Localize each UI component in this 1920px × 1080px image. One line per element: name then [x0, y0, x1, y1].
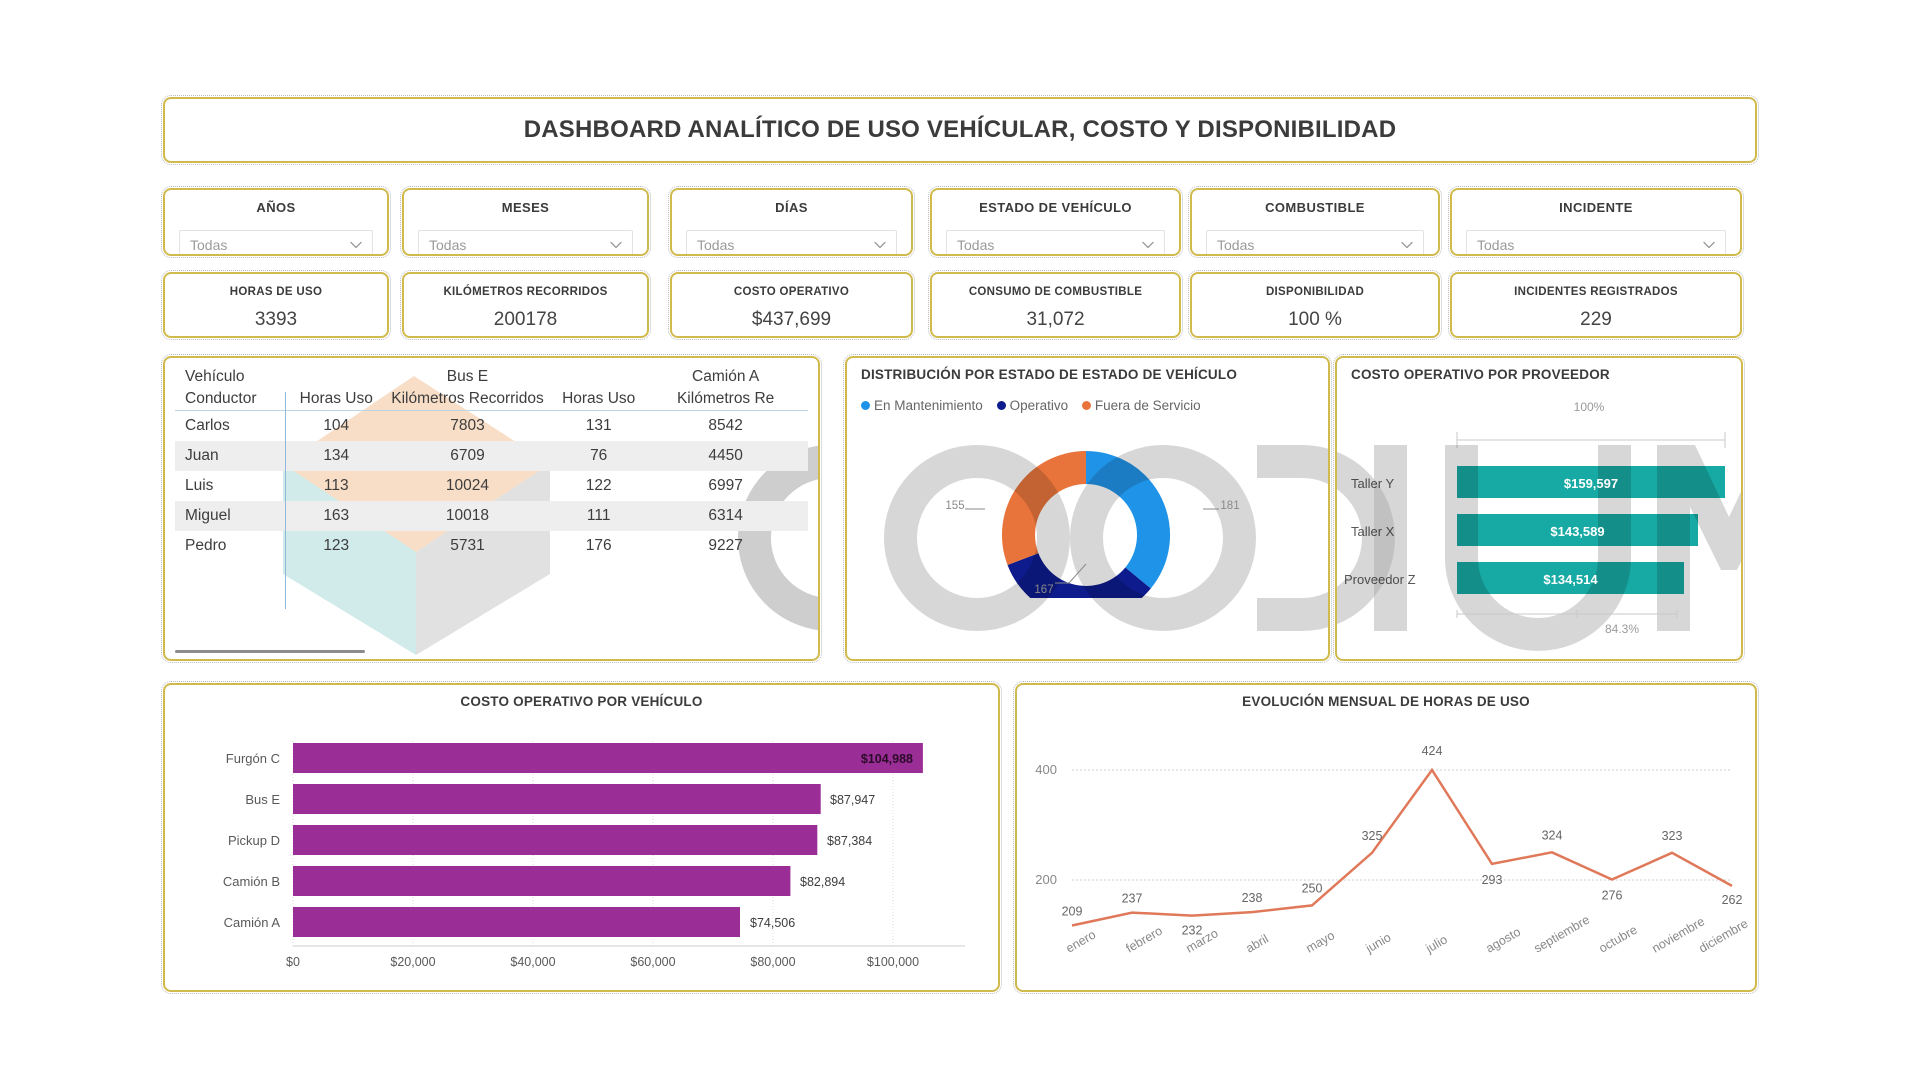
svg-text:Furgón C: Furgón C — [226, 751, 280, 766]
svg-text:Camión B: Camión B — [223, 874, 280, 889]
svg-text:276: 276 — [1602, 889, 1623, 903]
svg-text:$87,947: $87,947 — [830, 793, 875, 807]
svg-text:junio: junio — [1363, 930, 1394, 956]
svg-text:$0: $0 — [286, 955, 300, 969]
svg-text:Camión A: Camión A — [224, 915, 281, 930]
svg-text:septiembre: septiembre — [1532, 913, 1593, 956]
svg-text:$40,000: $40,000 — [510, 955, 555, 969]
svg-text:noviembre: noviembre — [1650, 914, 1708, 955]
svg-text:agosto: agosto — [1484, 925, 1524, 956]
svg-text:$104,988: $104,988 — [861, 752, 913, 766]
svg-text:$82,894: $82,894 — [800, 875, 845, 889]
svg-text:mayo: mayo — [1304, 928, 1338, 955]
svg-text:febrero: febrero — [1124, 924, 1165, 956]
svg-text:325: 325 — [1362, 829, 1383, 843]
svg-text:$20,000: $20,000 — [390, 955, 435, 969]
svg-text:enero: enero — [1064, 927, 1099, 955]
svg-text:237: 237 — [1122, 892, 1143, 906]
svg-text:julio: julio — [1423, 932, 1450, 956]
svg-text:$74,506: $74,506 — [750, 916, 795, 930]
svg-text:209: 209 — [1062, 905, 1083, 919]
svg-text:$60,000: $60,000 — [630, 955, 675, 969]
svg-text:octubre: octubre — [1597, 923, 1640, 956]
svg-text:200: 200 — [1035, 872, 1057, 887]
svg-text:250: 250 — [1302, 881, 1323, 895]
svg-text:293: 293 — [1482, 873, 1503, 887]
svg-text:$100,000: $100,000 — [867, 955, 919, 969]
svg-text:167: 167 — [1034, 584, 1053, 596]
svg-text:$87,384: $87,384 — [827, 834, 872, 848]
svg-text:262: 262 — [1722, 893, 1743, 907]
svg-text:400: 400 — [1035, 762, 1057, 777]
svg-text:Bus E: Bus E — [245, 792, 280, 807]
svg-text:$80,000: $80,000 — [750, 955, 795, 969]
svg-text:324: 324 — [1542, 828, 1563, 842]
svg-text:abril: abril — [1244, 932, 1271, 956]
svg-text:155: 155 — [945, 500, 964, 512]
svg-text:238: 238 — [1242, 891, 1263, 905]
svg-text:424: 424 — [1422, 744, 1443, 758]
svg-text:323: 323 — [1662, 829, 1683, 843]
svg-text:Pickup D: Pickup D — [228, 833, 280, 848]
svg-text:181: 181 — [1220, 500, 1239, 512]
